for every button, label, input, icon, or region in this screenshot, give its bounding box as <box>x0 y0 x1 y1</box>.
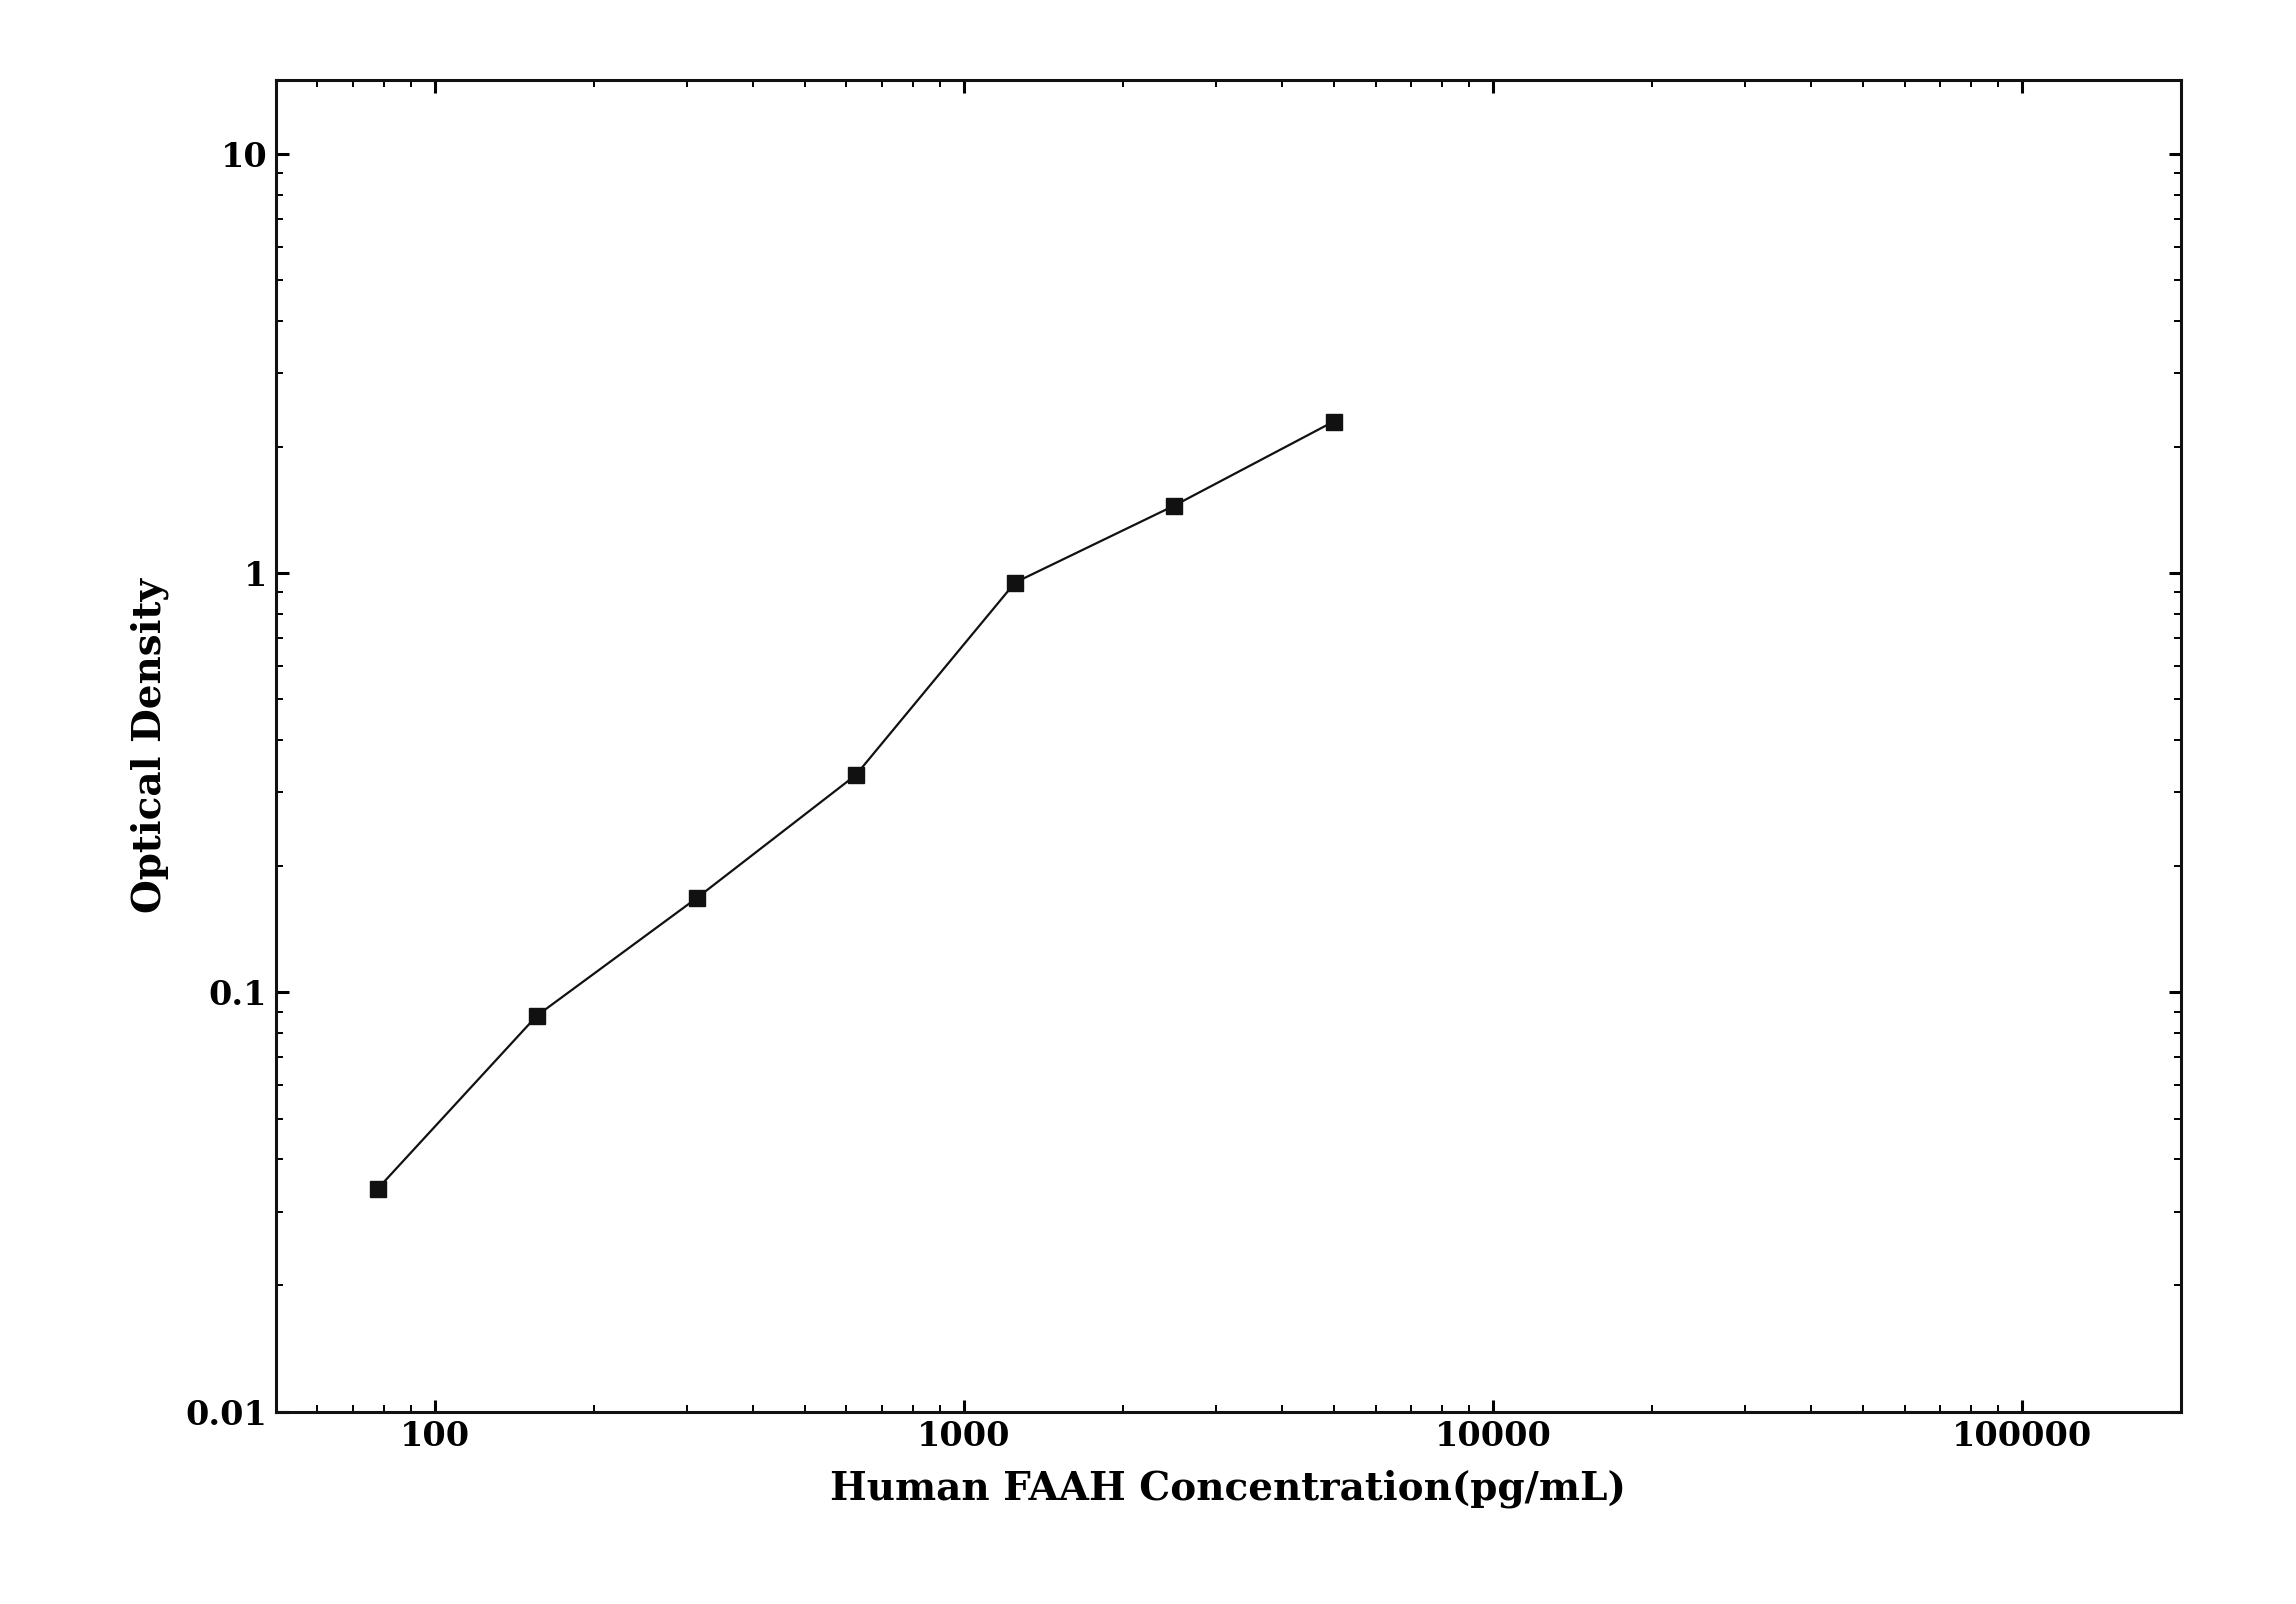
X-axis label: Human FAAH Concentration(pg/mL): Human FAAH Concentration(pg/mL) <box>831 1469 1626 1508</box>
Y-axis label: Optical Density: Optical Density <box>131 579 168 913</box>
